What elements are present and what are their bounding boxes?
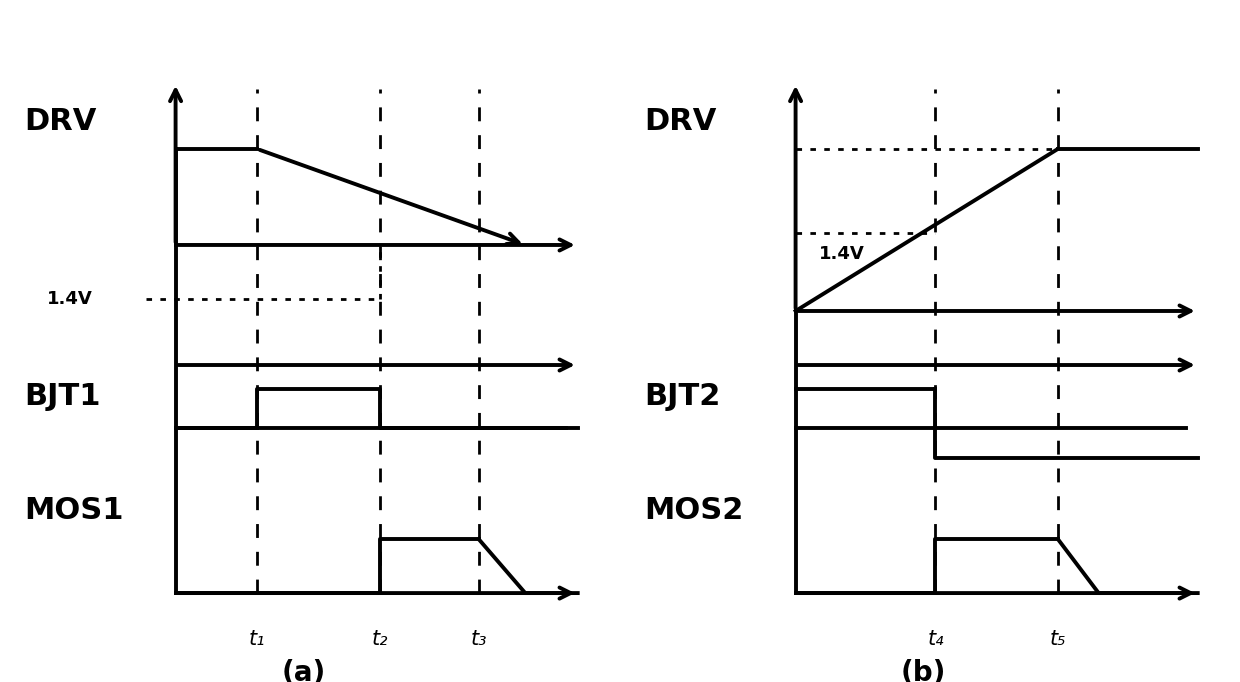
Text: DRV: DRV — [24, 107, 97, 136]
Text: 1.4V: 1.4V — [818, 245, 864, 263]
Text: (b): (b) — [901, 659, 946, 682]
Text: MOS2: MOS2 — [644, 496, 744, 525]
Text: DRV: DRV — [644, 107, 717, 136]
Text: t₅: t₅ — [1049, 629, 1066, 649]
Text: (a): (a) — [281, 659, 326, 682]
Text: MOS1: MOS1 — [24, 496, 124, 525]
Text: t₁: t₁ — [249, 629, 265, 649]
Text: BJT2: BJT2 — [644, 382, 720, 411]
Text: t₃: t₃ — [470, 629, 487, 649]
Text: 1.4V: 1.4V — [47, 290, 93, 308]
Text: t₂: t₂ — [371, 629, 388, 649]
Text: BJT1: BJT1 — [24, 382, 100, 411]
Text: t₄: t₄ — [928, 629, 944, 649]
